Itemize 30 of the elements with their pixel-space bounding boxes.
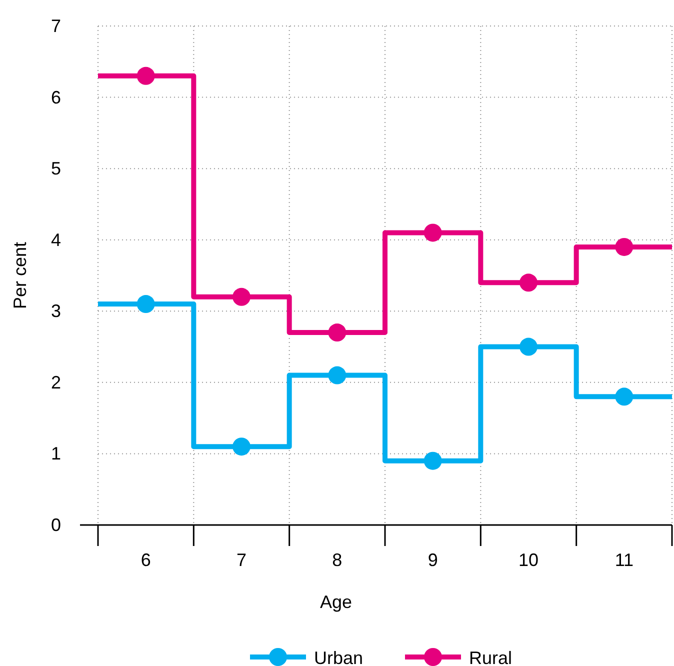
- point: [520, 274, 538, 292]
- point: [615, 238, 634, 256]
- x-tick-label: 10: [518, 550, 539, 570]
- y-tick-label: 2: [50, 372, 62, 392]
- y-axis-title: Per cent: [10, 242, 30, 310]
- x-tick-label: 6: [140, 550, 151, 570]
- y-tick-label: 6: [50, 87, 62, 108]
- point: [328, 324, 346, 342]
- x-tick-label: 9: [428, 550, 438, 570]
- point: [136, 295, 155, 314]
- point: [136, 66, 155, 85]
- point: [424, 224, 442, 242]
- point: [232, 288, 250, 306]
- legend-label: Rural: [469, 648, 512, 666]
- point: [520, 338, 538, 356]
- point: [615, 388, 634, 406]
- x-tick-label: 8: [332, 550, 342, 570]
- y-tick-label: 1: [50, 444, 62, 464]
- y-tick-label: 3: [50, 301, 62, 322]
- x-tick-label: 11: [614, 550, 634, 570]
- point: [232, 438, 250, 456]
- x-axis-title: Age: [320, 592, 352, 612]
- point: [424, 452, 442, 470]
- y-tick-label: 0: [50, 515, 62, 535]
- y-tick-label: 7: [50, 16, 62, 36]
- y-tick-label: 5: [50, 158, 62, 179]
- y-tick-label: 4: [50, 230, 62, 250]
- x-tick-label: 7: [236, 550, 247, 570]
- point: [328, 366, 346, 384]
- legend-label: Urban: [314, 648, 364, 666]
